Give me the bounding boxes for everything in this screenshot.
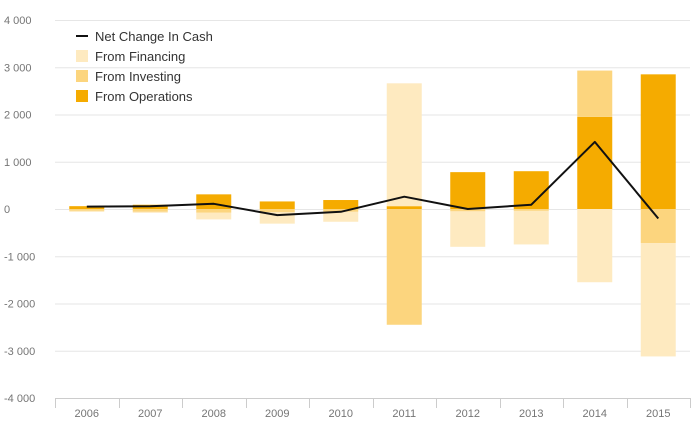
x-tick-label: 2014 <box>583 408 607 420</box>
legend-item-net-change: Net Change In Cash <box>76 26 213 46</box>
x-tick-label: 2012 <box>456 408 480 420</box>
legend-swatch-financing <box>76 50 88 62</box>
y-tick-label: 4 000 <box>4 15 32 27</box>
axes: -4 000 -3 000 -2 000 -1 000 0 1 000 2 000 3 000… <box>4 15 691 420</box>
bar-from-investing-2014 <box>577 70 613 117</box>
legend: Net Change In Cash From Financing From I… <box>76 26 213 106</box>
bar-from-investing-2012 <box>450 209 486 212</box>
legend-item-financing: From Financing <box>76 46 213 66</box>
y-tick-label: 2 000 <box>4 110 32 122</box>
bar-from-investing-2008 <box>196 209 232 213</box>
y-tick-label: 1 000 <box>4 157 32 169</box>
bar-from-operations-2012 <box>450 172 486 209</box>
x-tick-label: 2006 <box>75 408 99 420</box>
bar-from-investing-2013 <box>513 209 549 211</box>
bar-from-investing-2015 <box>640 209 676 244</box>
y-tick-label: -2 000 <box>4 299 35 311</box>
bar-from-financing-2013 <box>513 210 549 245</box>
bar-from-operations-2011 <box>386 206 422 209</box>
bar-from-financing-2015 <box>640 243 676 357</box>
legend-swatch-investing <box>76 70 88 82</box>
legend-label-operations: From Operations <box>95 88 193 104</box>
x-tick-label: 2008 <box>202 408 226 420</box>
legend-label-financing: From Financing <box>95 48 186 64</box>
y-tick-label: -3 000 <box>4 346 35 358</box>
x-tick-label: 2009 <box>265 408 289 420</box>
bar-from-operations-2006 <box>69 206 105 209</box>
y-tick-label: -1 000 <box>4 251 35 263</box>
bar-from-investing-2010 <box>323 209 359 212</box>
bar-from-operations-2010 <box>323 200 359 209</box>
x-tick-label: 2007 <box>138 408 162 420</box>
bar-from-investing-2007 <box>132 209 168 212</box>
bar-from-investing-2011 <box>386 209 422 325</box>
bar-from-financing-2008 <box>196 212 232 220</box>
bar-from-financing-2014 <box>577 209 613 283</box>
legend-label-investing: From Investing <box>95 68 181 84</box>
bar-from-financing-2009 <box>259 212 295 224</box>
y-tick-label: 0 <box>4 204 10 216</box>
legend-item-investing: From Investing <box>76 66 213 86</box>
bar-from-financing-2010 <box>323 211 359 222</box>
bar-from-investing-2006 <box>69 209 105 211</box>
bar-from-financing-2011 <box>386 83 422 207</box>
y-tick-label: 3 000 <box>4 62 32 74</box>
bar-from-operations-2013 <box>513 171 549 209</box>
y-tick-label: -4 000 <box>4 393 35 405</box>
bar-from-operations-2014 <box>577 116 613 209</box>
bar-from-financing-2012 <box>450 211 486 247</box>
legend-swatch-net-change <box>76 35 88 37</box>
bar-from-financing-2006 <box>69 210 105 212</box>
net-change-polyline <box>86 140 660 220</box>
bar-from-operations-2009 <box>259 201 295 209</box>
net-change-line <box>86 140 660 220</box>
x-tick-label: 2013 <box>519 408 543 420</box>
x-tick-label: 2010 <box>329 408 353 420</box>
x-tick-label: 2011 <box>392 408 416 420</box>
bar-from-financing-2007 <box>132 211 168 213</box>
bar-from-operations-2015 <box>640 74 676 210</box>
legend-label-net-change: Net Change In Cash <box>95 28 213 44</box>
legend-swatch-operations <box>76 90 88 102</box>
bars <box>69 70 676 357</box>
legend-item-operations: From Operations <box>76 86 213 106</box>
x-tick-label: 2015 <box>646 408 670 420</box>
bar-from-investing-2009 <box>259 209 295 213</box>
